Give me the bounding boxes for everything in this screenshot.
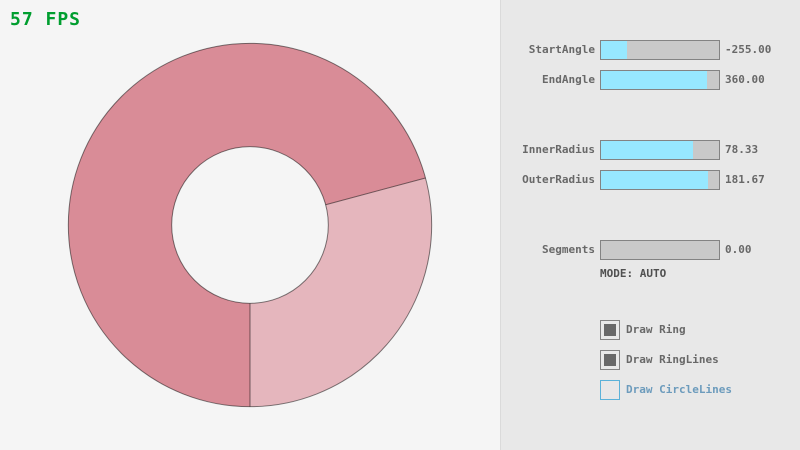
slider-row-inner-radius: InnerRadius 78.33 [0, 140, 800, 160]
slider-row-end-angle: EndAngle 360.00 [0, 70, 800, 90]
outer-radius-value: 181.67 [725, 173, 765, 186]
end-angle-slider[interactable] [600, 70, 720, 90]
checkbox-row-draw-ringlines: Draw RingLines [0, 350, 800, 370]
start-angle-label: StartAngle [528, 43, 595, 56]
checkbox-row-draw-ring: Draw Ring [0, 320, 800, 340]
outer-radius-slider-fill [601, 171, 709, 189]
fps-counter: 57 FPS [10, 9, 82, 30]
slider-row-start-angle: StartAngle -255.00 [0, 40, 800, 60]
start-angle-value: -255.00 [725, 43, 772, 56]
segments-value: 0.00 [725, 243, 752, 256]
ring-capline-start [325, 177, 426, 206]
slider-row-segments: Segments 0.00 [0, 240, 800, 260]
segments-slider[interactable] [600, 240, 720, 260]
segments-label: Segments [542, 243, 595, 256]
start-angle-slider-fill [601, 41, 627, 59]
end-angle-slider-fill [601, 71, 708, 89]
draw-circlelines-checkbox[interactable] [600, 380, 620, 400]
ring-sector-single-pass [250, 177, 432, 407]
inner-radius-value: 78.33 [725, 143, 759, 156]
slider-row-outer-radius: OuterRadius 181.67 [0, 170, 800, 190]
mode-text: MODE: AUTO [600, 267, 667, 280]
draw-ringlines-checkbox-check-icon [604, 354, 616, 366]
inner-radius-label: InnerRadius [522, 143, 595, 156]
inner-radius-slider-fill [601, 141, 694, 159]
end-angle-value: 360.00 [725, 73, 765, 86]
draw-ringlines-label: Draw RingLines [626, 353, 719, 366]
draw-ring-checkbox[interactable] [600, 320, 620, 340]
end-angle-label: EndAngle [542, 73, 595, 86]
inner-radius-slider[interactable] [600, 140, 720, 160]
checkbox-row-draw-circlelines: Draw CircleLines [0, 380, 800, 400]
ring-sector-double-pass [68, 43, 426, 407]
draw-ring-checkbox-check-icon [604, 324, 616, 336]
outer-radius-slider[interactable] [600, 170, 720, 190]
ring-chart [67, 42, 433, 408]
draw-circlelines-label: Draw CircleLines [626, 383, 732, 396]
panel-divider [500, 0, 501, 450]
outer-radius-label: OuterRadius [522, 173, 595, 186]
draw-ringlines-checkbox[interactable] [600, 350, 620, 370]
draw-ring-label: Draw Ring [626, 323, 686, 336]
start-angle-slider[interactable] [600, 40, 720, 60]
